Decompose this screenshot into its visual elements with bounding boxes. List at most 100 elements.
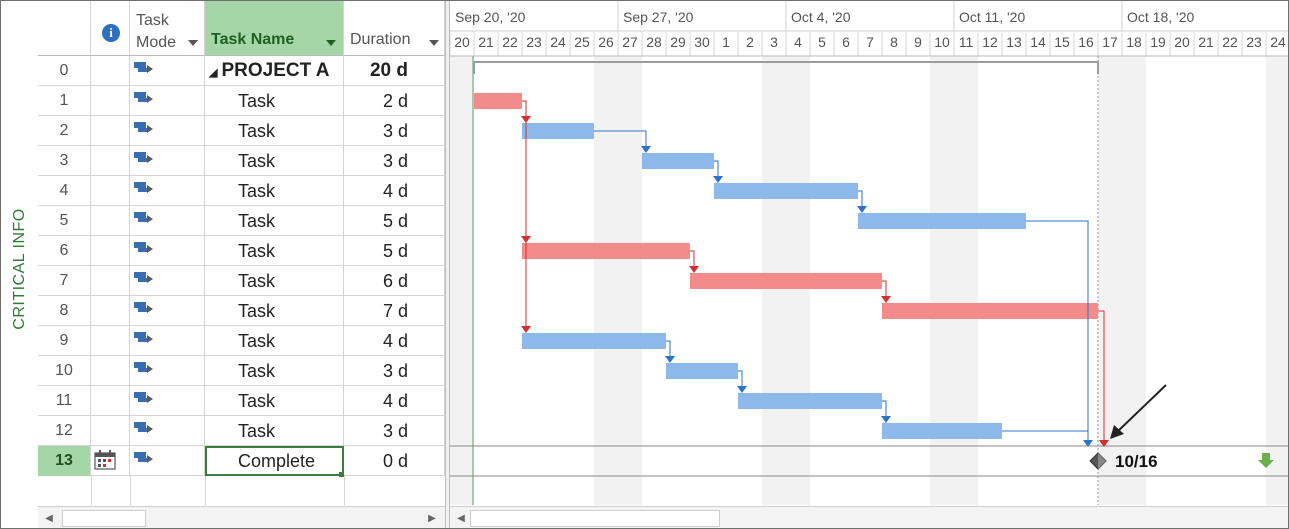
duration-cell[interactable]: 3 d [344,416,445,446]
duration-cell[interactable]: 6 d [344,266,445,296]
task-name-cell[interactable]: Task [205,266,344,296]
row-id[interactable]: 13 [38,446,91,476]
task-mode-cell[interactable] [130,146,205,176]
task-name-cell[interactable]: Task [205,386,344,416]
chart-horizontal-scrollbar[interactable]: ◀ [450,506,1288,528]
row-id[interactable]: 7 [38,266,91,296]
task-mode-cell[interactable] [130,416,205,446]
duration-cell[interactable]: 3 d [344,146,445,176]
column-header-id[interactable] [38,1,91,56]
task-name-cell[interactable]: Task [205,326,344,356]
task-bar[interactable] [714,183,858,199]
row-id[interactable]: 10 [38,356,91,386]
table-row[interactable]: 4 Task 4 d [38,176,445,206]
task-bar[interactable] [474,93,522,109]
table-row[interactable]: 6 Task 5 d [38,236,445,266]
task-name-cell[interactable]: Task [205,86,344,116]
duration-cell[interactable]: 5 d [344,236,445,266]
view-splitter[interactable] [445,1,450,528]
scroll-left-icon[interactable]: ◀ [45,513,53,524]
task-mode-cell[interactable] [130,236,205,266]
row-id[interactable]: 2 [38,116,91,146]
row-id[interactable]: 0 [38,56,91,86]
task-name-cell[interactable]: Task [205,416,344,446]
task-bar[interactable] [522,243,690,259]
column-header-task-mode[interactable]: Task Mode [130,1,205,56]
task-mode-cell[interactable] [130,86,205,116]
task-name-filter-icon[interactable] [326,40,336,46]
task-name-cell[interactable]: Task [205,356,344,386]
task-name-cell[interactable]: Task [205,236,344,266]
table-row[interactable]: 12 Task 3 d [38,416,445,446]
chart-scroll-left-icon[interactable]: ◀ [457,513,465,524]
column-header-duration[interactable]: Duration [344,1,445,56]
task-bar[interactable] [738,393,882,409]
table-row[interactable]: 1 Task 2 d [38,86,445,116]
task-name-cell[interactable]: ◢ PROJECT A [205,56,344,86]
task-name-cell[interactable]: Task [205,296,344,326]
duration-cell[interactable]: 4 d [344,176,445,206]
task-bar[interactable] [690,273,882,289]
collapse-triangle-icon[interactable]: ◢ [209,67,218,79]
task-mode-cell[interactable] [130,356,205,386]
table-row[interactable]: 9 Task 4 d [38,326,445,356]
row-id[interactable]: 9 [38,326,91,356]
task-mode-cell[interactable] [130,386,205,416]
scroll-to-task-icon[interactable] [1258,453,1274,468]
table-row[interactable]: 7 Task 6 d [38,266,445,296]
table-row[interactable]: 5 Task 5 d [38,206,445,236]
duration-cell[interactable]: 3 d [344,116,445,146]
row-id[interactable]: 8 [38,296,91,326]
duration-cell[interactable]: 5 d [344,206,445,236]
task-mode-cell[interactable] [130,176,205,206]
task-mode-cell[interactable] [130,446,205,476]
row-id[interactable]: 4 [38,176,91,206]
row-id[interactable]: 5 [38,206,91,236]
sheet-scroll-thumb[interactable] [62,510,146,527]
task-bar[interactable] [882,303,1098,319]
sheet-horizontal-scrollbar[interactable]: ◀ ▶ [38,506,445,528]
column-header-task-name[interactable]: Task Name [205,1,344,56]
milestone-row[interactable]: 13 Complete 0 d [38,446,445,477]
task-mode-cell[interactable] [130,206,205,236]
summary-row[interactable]: 0 ◢ PROJECT A 20 d [38,56,445,86]
table-row[interactable]: 11 Task 4 d [38,386,445,416]
column-header-indicators[interactable]: i [91,1,130,56]
row-id[interactable]: 6 [38,236,91,266]
duration-cell[interactable]: 2 d [344,86,445,116]
chart-scroll-thumb[interactable] [470,510,720,527]
duration-filter-icon[interactable] [429,40,439,46]
duration-cell[interactable]: 4 d [344,326,445,356]
table-row[interactable]: 8 Task 7 d [38,296,445,326]
task-bar[interactable] [882,423,1002,439]
task-bar[interactable] [666,363,738,379]
table-row[interactable]: 2 Task 3 d [38,116,445,146]
duration-cell[interactable]: 4 d [344,386,445,416]
duration-cell[interactable]: 0 d [344,446,445,476]
task-mode-cell[interactable] [130,326,205,356]
row-id[interactable]: 11 [38,386,91,416]
task-mode-filter-icon[interactable] [188,40,198,46]
duration-cell[interactable]: 7 d [344,296,445,326]
task-bar[interactable] [522,333,666,349]
row-id[interactable]: 12 [38,416,91,446]
table-row[interactable]: 10 Task 3 d [38,356,445,386]
task-name-cell[interactable]: Task [205,176,344,206]
task-name-cell[interactable]: Complete [205,446,344,477]
scroll-right-icon[interactable]: ▶ [428,513,436,524]
task-mode-cell[interactable] [130,56,205,86]
table-row[interactable]: 3 Task 3 d [38,146,445,176]
task-bar[interactable] [642,153,714,169]
task-mode-cell[interactable] [130,296,205,326]
duration-cell[interactable]: 20 d [344,56,445,86]
task-mode-cell[interactable] [130,116,205,146]
duration-cell[interactable]: 3 d [344,356,445,386]
summary-bar[interactable] [473,61,1099,74]
row-id[interactable]: 1 [38,86,91,116]
task-bar[interactable] [858,213,1026,229]
task-name-cell[interactable]: Task [205,146,344,176]
fill-handle[interactable] [339,472,344,477]
task-mode-cell[interactable] [130,266,205,296]
row-id[interactable]: 3 [38,146,91,176]
task-bar[interactable] [522,123,594,139]
